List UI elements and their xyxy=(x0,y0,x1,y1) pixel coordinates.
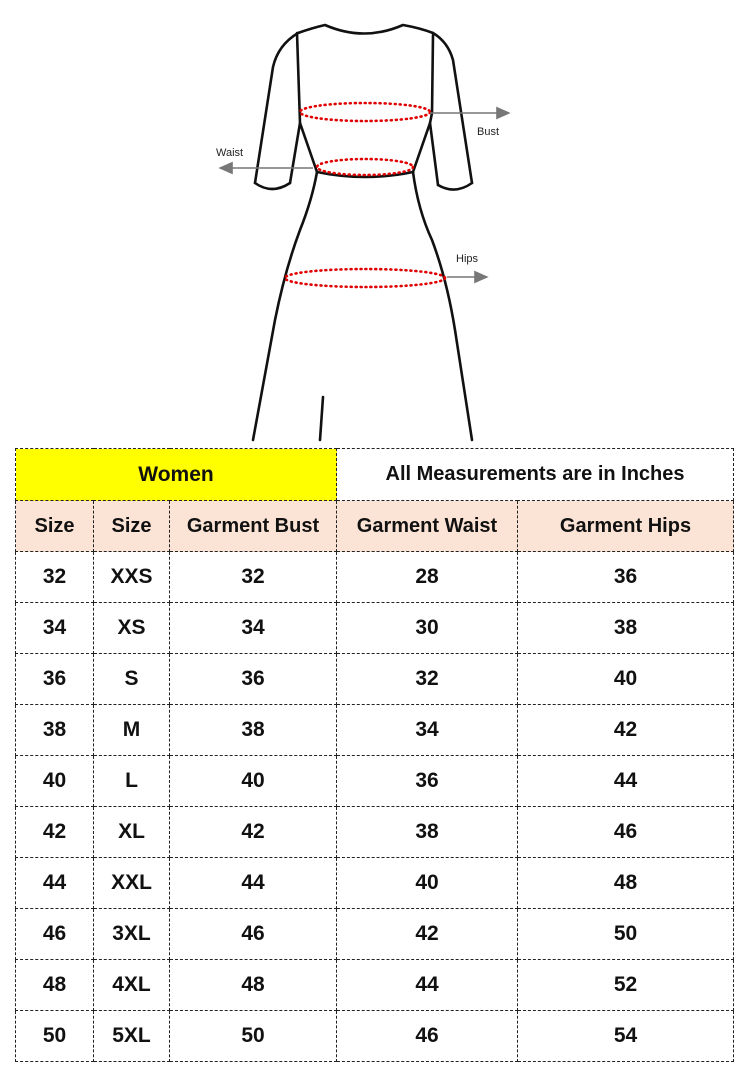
cell-garment-bust: 42 xyxy=(169,806,337,858)
cell-garment-hips: 54 xyxy=(516,1010,735,1062)
bust-dotted-line xyxy=(298,101,432,123)
cell-size-numeric: 44 xyxy=(15,857,94,909)
cell-garment-waist: 28 xyxy=(336,551,518,603)
cell-garment-bust: 34 xyxy=(169,602,337,654)
table-row: 36 S 36 32 40 xyxy=(15,653,735,705)
cell-size-numeric: 36 xyxy=(15,653,94,705)
cell-garment-hips: 36 xyxy=(516,551,735,603)
cell-garment-hips: 44 xyxy=(516,755,735,807)
cell-garment-bust: 36 xyxy=(169,653,337,705)
cell-garment-hips: 38 xyxy=(516,602,735,654)
table-row: 50 5XL 50 46 54 xyxy=(15,1010,735,1062)
cell-garment-hips: 48 xyxy=(516,857,735,909)
table-row: 32 XXS 32 28 36 xyxy=(15,551,735,603)
cell-garment-hips: 46 xyxy=(516,806,735,858)
header-garment-hips: Garment Hips xyxy=(516,500,735,552)
cell-garment-waist: 30 xyxy=(336,602,518,654)
cell-size-letter: XL xyxy=(93,806,170,858)
table-title-row: Women All Measurements are in Inches xyxy=(15,448,735,501)
header-garment-bust: Garment Bust xyxy=(169,500,337,552)
cell-size-letter: 3XL xyxy=(93,908,170,960)
cell-size-numeric: 38 xyxy=(15,704,94,756)
cell-garment-waist: 34 xyxy=(336,704,518,756)
cell-garment-waist: 32 xyxy=(336,653,518,705)
cell-garment-waist: 38 xyxy=(336,806,518,858)
header-size-numeric: Size xyxy=(15,500,94,552)
dress-measurement-diagram: Bust Waist Hips xyxy=(216,23,511,442)
header-garment-waist: Garment Waist xyxy=(336,500,518,552)
cell-size-letter: XXL xyxy=(93,857,170,909)
table-row: 48 4XL 48 44 52 xyxy=(15,959,735,1011)
cell-garment-hips: 52 xyxy=(516,959,735,1011)
hips-label: Hips xyxy=(456,253,479,265)
units-note: All Measurements are in Inches xyxy=(335,448,735,501)
cell-garment-bust: 48 xyxy=(169,959,337,1011)
header-size-letter: Size xyxy=(93,500,170,552)
table-row: 46 3XL 46 42 50 xyxy=(15,908,735,960)
cell-size-letter: 5XL xyxy=(93,1010,170,1062)
dress-outline xyxy=(251,23,474,442)
cell-garment-bust: 50 xyxy=(169,1010,337,1062)
cell-garment-waist: 46 xyxy=(336,1010,518,1062)
cell-garment-bust: 40 xyxy=(169,755,337,807)
cell-size-numeric: 40 xyxy=(15,755,94,807)
cell-size-letter: XS xyxy=(93,602,170,654)
cell-garment-hips: 42 xyxy=(516,704,735,756)
cell-size-numeric: 48 xyxy=(15,959,94,1011)
cell-size-numeric: 34 xyxy=(15,602,94,654)
table-row: 40 L 40 36 44 xyxy=(15,755,735,807)
size-chart-table: Women All Measurements are in Inches Siz… xyxy=(15,448,735,1062)
bust-label: Bust xyxy=(477,126,499,138)
cell-size-numeric: 42 xyxy=(15,806,94,858)
cell-garment-bust: 32 xyxy=(169,551,337,603)
hips-dotted-line xyxy=(283,267,447,289)
table-row: 44 XXL 44 40 48 xyxy=(15,857,735,909)
cell-size-numeric: 32 xyxy=(15,551,94,603)
cell-garment-waist: 36 xyxy=(336,755,518,807)
cell-garment-waist: 40 xyxy=(336,857,518,909)
waist-label: Waist xyxy=(216,147,243,159)
cell-size-numeric: 50 xyxy=(15,1010,94,1062)
measurement-dots xyxy=(283,101,447,289)
cell-size-letter: XXS xyxy=(93,551,170,603)
cell-garment-waist: 44 xyxy=(336,959,518,1011)
cell-garment-hips: 40 xyxy=(516,653,735,705)
cell-garment-hips: 50 xyxy=(516,908,735,960)
cell-size-letter: 4XL xyxy=(93,959,170,1011)
cell-garment-bust: 46 xyxy=(169,908,337,960)
waist-dotted-line xyxy=(315,157,415,177)
table-header-row: Size Size Garment Bust Garment Waist Gar… xyxy=(15,500,735,552)
table-row: 38 M 38 34 42 xyxy=(15,704,735,756)
table-row: 42 XL 42 38 46 xyxy=(15,806,735,858)
table-row: 34 XS 34 30 38 xyxy=(15,602,735,654)
women-label: Women xyxy=(15,448,337,501)
cell-garment-bust: 44 xyxy=(169,857,337,909)
cell-garment-waist: 42 xyxy=(336,908,518,960)
cell-size-letter: M xyxy=(93,704,170,756)
cell-garment-bust: 38 xyxy=(169,704,337,756)
cell-size-letter: L xyxy=(93,755,170,807)
cell-size-numeric: 46 xyxy=(15,908,94,960)
cell-size-letter: S xyxy=(93,653,170,705)
